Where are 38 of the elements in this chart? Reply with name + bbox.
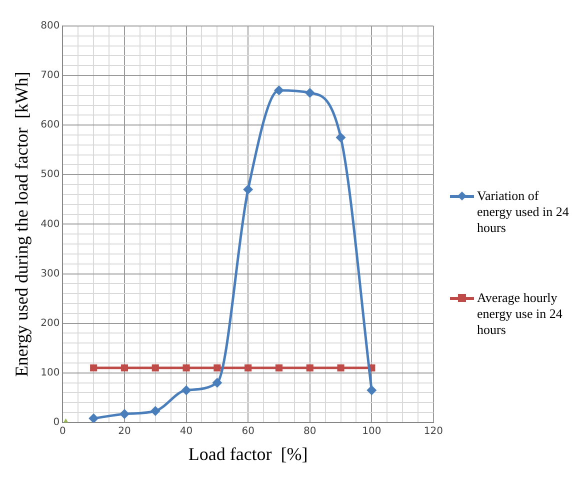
x-axis-title: Load factor [%] — [188, 444, 308, 464]
x-tick-label: 120 — [424, 426, 444, 437]
point — [306, 364, 314, 372]
y-tick-label: 500 — [40, 169, 60, 180]
point — [152, 364, 159, 372]
y-axis-title: Energy used during the load factor [kWh] — [12, 72, 32, 377]
point — [304, 88, 315, 98]
y-tick-label: 600 — [40, 120, 60, 131]
x-tick-label: 80 — [304, 426, 316, 437]
point — [214, 364, 221, 372]
legend-label: Variation of energy used in 24 hours — [477, 188, 570, 236]
y-tick-label: 300 — [40, 268, 60, 280]
x-tick-label: 20 — [118, 426, 131, 437]
point — [120, 364, 128, 372]
point — [181, 385, 192, 396]
point — [182, 364, 190, 372]
point — [243, 184, 254, 195]
y-tick-label: 0 — [53, 416, 60, 428]
point — [337, 364, 344, 372]
point — [366, 385, 377, 396]
y-tick-label: 200 — [40, 318, 60, 329]
y-tick-label: 400 — [40, 218, 60, 230]
point — [88, 413, 99, 422]
y-tick-label: 700 — [40, 70, 60, 82]
point — [275, 364, 283, 372]
point — [119, 408, 130, 419]
y-tick-label: 800 — [40, 20, 60, 32]
point — [90, 364, 98, 372]
x-tick-label: 100 — [362, 426, 382, 437]
x-tick-label: 60 — [242, 426, 254, 437]
x-tick-label: 40 — [180, 426, 193, 437]
point — [336, 132, 346, 142]
legend-label: Average hourly energy use in 24 hours — [477, 290, 564, 338]
y-tick-label: 100 — [40, 367, 60, 378]
point — [212, 378, 222, 388]
point — [244, 364, 252, 372]
point — [150, 406, 160, 416]
point — [274, 85, 284, 96]
